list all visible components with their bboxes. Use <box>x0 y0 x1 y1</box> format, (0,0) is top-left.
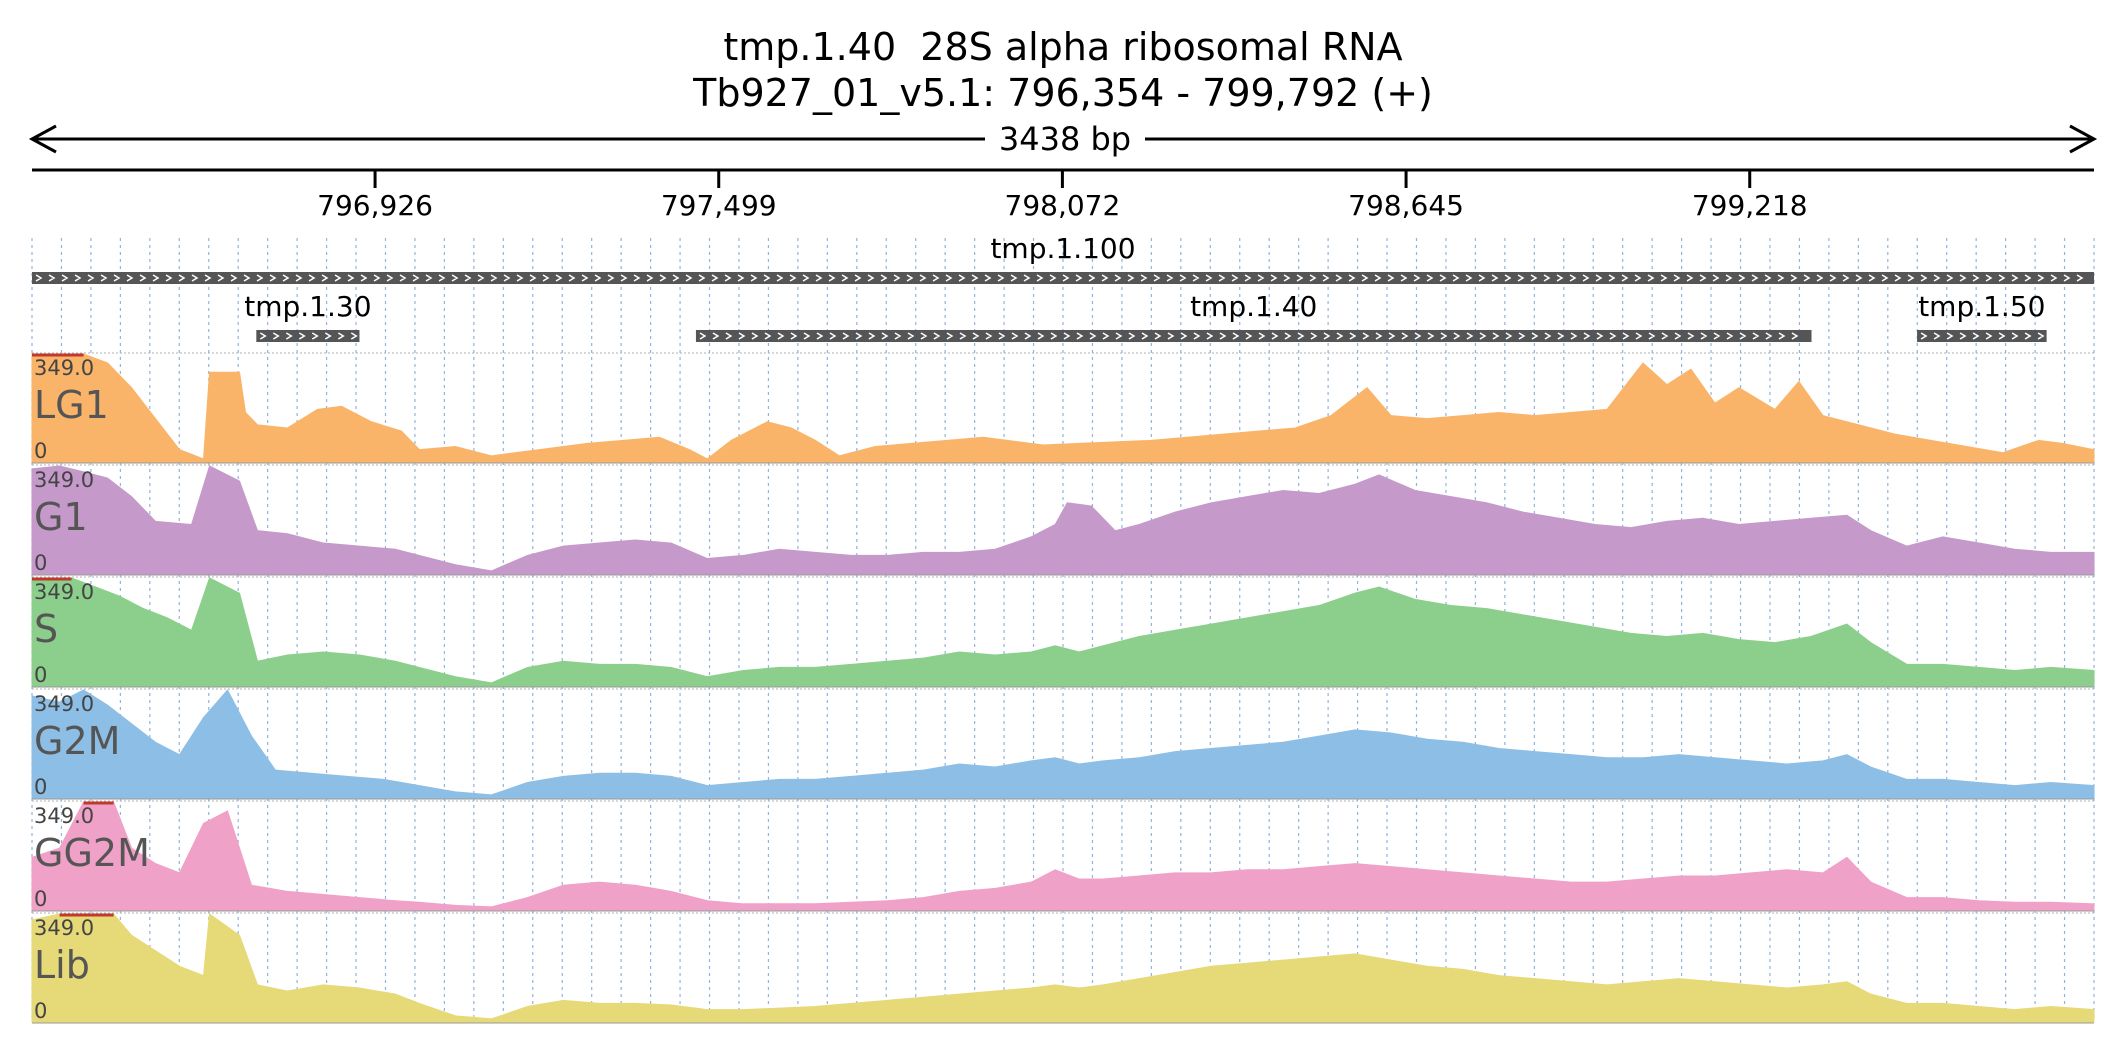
span-arrow-right-head <box>2069 124 2098 154</box>
track-name-label: G1 <box>34 495 88 539</box>
track-g1: 349.0 0 G1 <box>31 464 2095 576</box>
ruler-tick-label: 798,645 <box>1348 189 1464 222</box>
gene-strand-chevrons <box>259 332 358 340</box>
ruler-tick-label: 799,218 <box>1692 189 1808 222</box>
gene-title: tmp.1.40 28S alpha ribosomal RNA <box>723 25 1403 69</box>
genomic-region: Tb927_01_v5.1: 796,354 - 799,792 (+) <box>693 71 1433 115</box>
track-min-label: 0 <box>34 887 47 911</box>
coverage-area <box>31 465 2095 575</box>
coverage-area <box>31 353 2095 463</box>
coverage-tracks: 349.0 0 LG1 349.0 0 G1 349.0 0 S 349.0 0 G2M 349.0 0 G… <box>31 352 2095 1024</box>
ruler-ticks: 796,926 797,499 798,072 798,645 799,218 <box>317 170 1808 222</box>
gene-strand-chevrons <box>1920 332 2045 340</box>
track-name-label: Lib <box>34 943 90 987</box>
span-length-label: 3438 bp <box>999 120 1131 158</box>
track-name-label: LG1 <box>34 383 109 427</box>
span-label-bg <box>985 118 1145 160</box>
track-min-label: 0 <box>34 663 47 687</box>
track-min-label: 0 <box>34 439 47 463</box>
track-max-label: 349.0 <box>34 468 94 492</box>
track-max-label: 349.0 <box>34 580 94 604</box>
track-max-label: 349.0 <box>34 356 94 380</box>
track-name-label: S <box>34 607 58 651</box>
gene-tmp-1-50: tmp.1.50 <box>1917 290 2047 342</box>
track-s: 349.0 0 S <box>31 576 2095 688</box>
gene-tracks: tmp.1.100 tmp.1.30 tmp.1.40 tmp.1.50 <box>32 232 2094 342</box>
gene-bar <box>256 330 360 342</box>
gene-strand-chevrons <box>35 274 2084 282</box>
track-lib: 349.0 0 Lib <box>31 912 2095 1024</box>
span-arrow: 3438 bp <box>28 118 2098 160</box>
coverage-area <box>31 689 2095 799</box>
track-min-label: 0 <box>34 775 47 799</box>
gene-bar <box>1917 330 2047 342</box>
track-min-label: 0 <box>34 999 47 1023</box>
track-min-label: 0 <box>34 551 47 575</box>
gene-tmp-1-100: tmp.1.100 <box>32 232 2094 284</box>
gene-label: tmp.1.30 <box>244 290 371 323</box>
track-max-label: 349.0 <box>34 804 94 828</box>
ruler-tick-label: 797,499 <box>661 189 777 222</box>
track-g2m: 349.0 0 G2M <box>31 688 2095 800</box>
track-name-label: GG2M <box>34 831 150 875</box>
gene-label: tmp.1.100 <box>990 232 1135 265</box>
gene-label: tmp.1.50 <box>1918 290 2045 323</box>
gene-bar <box>32 272 2094 284</box>
track-gg2m: 349.0 0 GG2M <box>31 800 2095 912</box>
ruler-tick-label: 796,926 <box>317 189 433 222</box>
track-max-label: 349.0 <box>34 692 94 716</box>
coverage-area <box>31 801 2095 911</box>
span-arrow-left-head <box>28 124 57 154</box>
coverage-area <box>31 577 2095 687</box>
gene-strand-chevrons <box>699 332 1799 340</box>
gene-bar <box>695 330 1812 342</box>
coverage-area <box>31 913 2095 1023</box>
track-name-label: G2M <box>34 719 120 763</box>
gene-tmp-1-40: tmp.1.40 <box>695 290 1812 342</box>
gene-label: tmp.1.40 <box>1190 290 1317 323</box>
track-lg1: 349.0 0 LG1 <box>31 352 2095 464</box>
ruler-tick-label: 798,072 <box>1005 189 1121 222</box>
gene-tmp-1-30: tmp.1.30 <box>244 290 372 342</box>
track-max-label: 349.0 <box>34 916 94 940</box>
